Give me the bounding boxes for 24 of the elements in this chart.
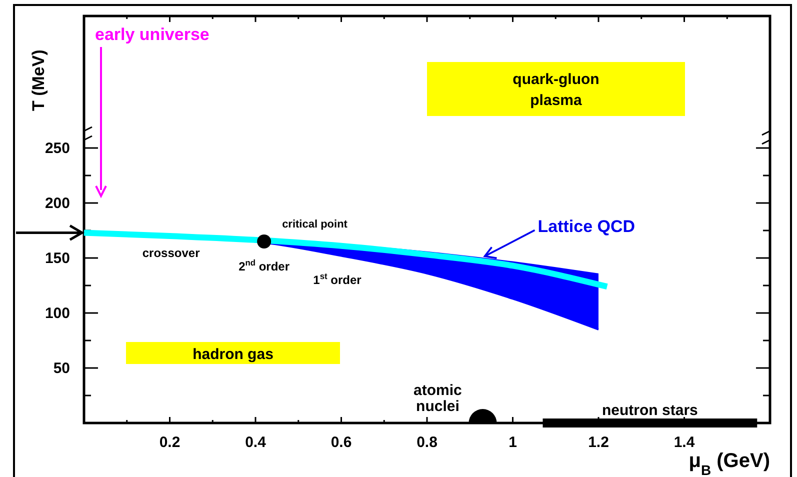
y-tick-label: 250	[44, 140, 70, 157]
y-tick-label: 150	[44, 250, 70, 267]
y-tick-label: 100	[44, 305, 70, 322]
x-tick-label: 0.4	[245, 434, 267, 451]
x-tick-label: 1.2	[588, 434, 609, 451]
annotation: 2$^{nd}$ order	[238, 258, 290, 274]
annotation: crossover	[142, 246, 200, 260]
x-tick-label: 0.6	[330, 434, 352, 451]
annotation: 1$^{st}$ order	[313, 270, 362, 287]
annotation: quark-gluon plasma	[512, 71, 600, 109]
annotation: early universe	[95, 25, 210, 44]
annotation: Lattice QCD	[538, 217, 636, 236]
x-tick-label: 1	[508, 434, 517, 451]
y-tick-label: 50	[53, 360, 70, 377]
x-tick-label: 1.4	[674, 434, 696, 451]
y-tick-label: 200	[44, 195, 70, 212]
annotation: atomic nuclei	[414, 382, 462, 415]
annotation: critical point	[282, 218, 348, 230]
x-tick-label: 0.8	[416, 434, 438, 451]
annotation: neutron stars	[602, 402, 698, 419]
x-tick-label: 0.2	[159, 434, 180, 451]
annotation: hadron gas	[192, 346, 274, 363]
x-axis-title: μ$_{B}$ (GeV)	[688, 450, 770, 477]
y-axis-title: T (MeV)	[29, 50, 48, 111]
